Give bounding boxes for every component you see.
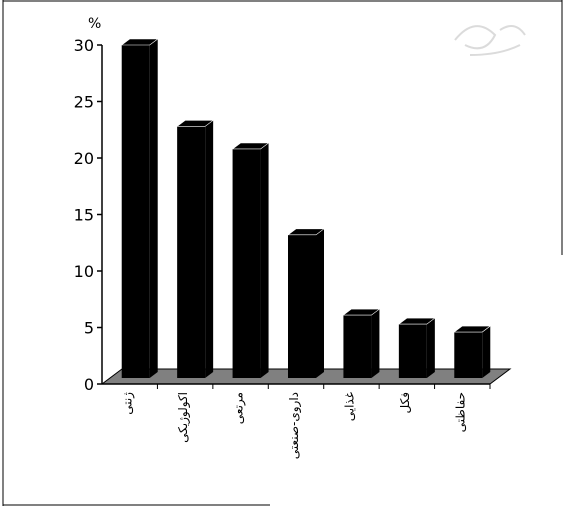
bar <box>120 38 159 378</box>
watermark <box>454 25 526 56</box>
bar <box>231 142 270 378</box>
bar-top <box>231 142 270 150</box>
y-unit-label: % <box>88 16 101 32</box>
bar-front <box>454 332 483 378</box>
x-tick-label: غذایی <box>342 392 356 421</box>
bar-side <box>149 39 158 378</box>
y-tick-label: 15 <box>74 206 94 225</box>
x-tick-label: فکل <box>398 392 412 413</box>
bar <box>176 120 215 379</box>
y-tick-label: 0 <box>84 375 94 394</box>
bars <box>120 38 492 379</box>
bar-top <box>397 317 436 325</box>
bar-side <box>482 326 491 378</box>
bar-top <box>453 325 492 333</box>
x-tick-label: حفاظتی <box>453 392 467 432</box>
bar-side <box>426 318 435 378</box>
bar-front <box>343 315 372 378</box>
bar-top <box>120 38 159 46</box>
bar-side <box>260 142 269 378</box>
y-ticks: 0 5 10 15 20 25 30 <box>74 36 102 394</box>
bar <box>453 325 492 378</box>
x-tick-label: مرتعی <box>232 392 247 424</box>
y-tick-label: 20 <box>74 149 94 168</box>
bar-top <box>342 308 381 316</box>
bar-front <box>288 234 316 378</box>
x-tick-label: داروی-صنعتی <box>287 392 302 459</box>
bar-front <box>177 126 206 378</box>
y-tick-label: 30 <box>74 36 94 55</box>
y-tick-label: 10 <box>74 262 94 281</box>
bar-top <box>176 120 215 127</box>
y-tick-label: 5 <box>84 319 94 338</box>
bar-side <box>205 120 214 379</box>
bar-front <box>121 45 150 378</box>
bar-side <box>316 228 324 378</box>
x-tick-label: ژنتی <box>121 392 136 415</box>
bar-front <box>398 324 427 378</box>
x-labels: ژنتی اکولوژیکی مرتعی داروی-صنعتی غذایی فکل حفا… <box>121 384 491 459</box>
bar <box>397 317 436 378</box>
x-tick-label: اکولوژیکی <box>176 392 191 443</box>
y-tick-label: 25 <box>74 93 94 112</box>
bar <box>287 228 325 378</box>
bar <box>342 308 381 378</box>
bar-side <box>371 309 380 378</box>
bar-front <box>232 148 261 378</box>
bar-top <box>287 228 325 236</box>
